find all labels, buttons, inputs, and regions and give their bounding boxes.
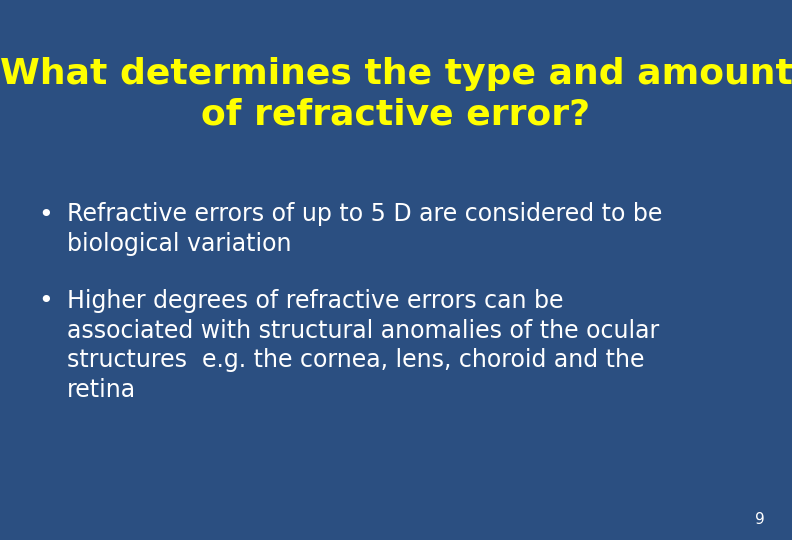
Text: Higher degrees of refractive errors can be
associated with structural anomalies : Higher degrees of refractive errors can … — [67, 289, 660, 402]
Text: •: • — [38, 289, 53, 313]
Text: 9: 9 — [755, 511, 764, 526]
Text: •: • — [38, 202, 53, 226]
Text: What determines the type and amount
of refractive error?: What determines the type and amount of r… — [0, 57, 792, 131]
Text: Refractive errors of up to 5 D are considered to be
biological variation: Refractive errors of up to 5 D are consi… — [67, 202, 663, 256]
